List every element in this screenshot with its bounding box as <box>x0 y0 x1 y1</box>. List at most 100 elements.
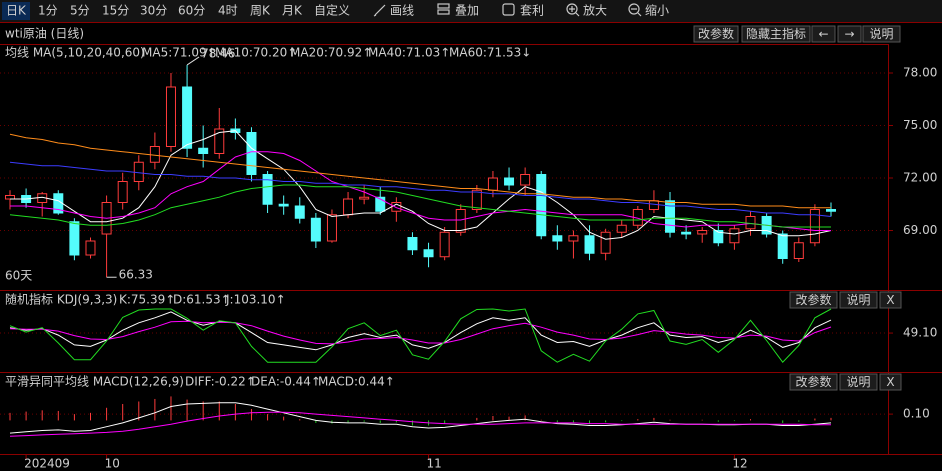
candle-body <box>262 174 273 205</box>
candle-body <box>665 200 676 233</box>
y-tick-label: 69.00 <box>903 223 937 237</box>
button-label[interactable]: X <box>886 293 894 307</box>
candle-body <box>375 196 386 212</box>
zoom-in-icon <box>566 3 578 15</box>
toolbar-item[interactable]: 4时 <box>218 4 238 18</box>
toolbar-item[interactable]: 60分 <box>178 4 205 18</box>
button-label[interactable]: 说明 <box>846 374 870 389</box>
y-tick-label: 72.00 <box>903 171 937 185</box>
button-label[interactable]: 说明 <box>869 26 893 41</box>
button[interactable] <box>839 373 878 391</box>
toolbar-item[interactable]: 15分 <box>102 4 129 18</box>
candle-body <box>214 128 225 154</box>
y-tick-label: 75.00 <box>903 118 937 132</box>
button-label[interactable]: 改参数 <box>698 26 734 41</box>
candle-body <box>165 86 176 147</box>
zoom-in-icon <box>569 6 580 17</box>
candle-body <box>343 198 354 216</box>
panel-title: wti原油 (日线) <box>5 27 84 41</box>
toolbar-item[interactable]: 周K <box>250 4 271 18</box>
candle-body <box>729 228 740 244</box>
ma-line <box>9 133 831 209</box>
button[interactable] <box>862 25 901 43</box>
toolbar-item[interactable]: 自定义 <box>314 3 350 18</box>
candle-body <box>5 195 15 200</box>
panel-title: 平滑异同平均线 MACD(12,26,9) <box>5 375 184 389</box>
candle-body <box>117 181 128 203</box>
candle-body <box>536 174 547 237</box>
button-label[interactable]: 改参数 <box>795 292 831 307</box>
y-tick-label: 49.10 <box>903 326 937 340</box>
candle-body <box>310 217 321 242</box>
candle-body <box>326 214 337 242</box>
button[interactable] <box>789 373 838 391</box>
button[interactable] <box>693 25 739 43</box>
toolbar-item[interactable]: 叠加 <box>455 4 479 18</box>
candle-body <box>504 177 515 186</box>
indicator-line <box>9 411 831 437</box>
button-label[interactable]: ← <box>818 27 828 41</box>
draw-icon <box>373 4 386 17</box>
x-tick-label: 12 <box>732 457 747 471</box>
candle-body <box>616 224 627 233</box>
candle-body <box>487 177 498 191</box>
candle-body <box>584 235 595 254</box>
button[interactable] <box>839 291 878 309</box>
candle-body <box>697 230 708 235</box>
legend-entry: DEA:-0.44↑ <box>251 375 321 389</box>
panel-title: 随机指标 KDJ(9,3,3) <box>5 292 117 307</box>
toolbar-item[interactable]: 30分 <box>140 4 167 18</box>
button-label[interactable]: X <box>886 375 894 389</box>
candle-body <box>600 231 611 254</box>
button[interactable] <box>837 25 862 43</box>
candle-body <box>826 209 836 212</box>
candle-body <box>294 205 305 219</box>
high-leader <box>186 56 200 66</box>
legend-entry: J:103.10↑ <box>225 293 286 307</box>
zoom-out-icon <box>628 3 640 15</box>
toolbar-item[interactable]: 套利 <box>520 4 544 18</box>
button[interactable] <box>811 25 836 43</box>
button[interactable] <box>789 291 838 309</box>
candle-body <box>69 221 80 256</box>
toolbar-item[interactable]: 画线 <box>390 4 414 18</box>
candle-body <box>745 216 756 230</box>
zoom-out-icon <box>631 8 642 17</box>
button[interactable] <box>879 373 902 391</box>
button-label[interactable]: 说明 <box>846 292 870 307</box>
ma-line <box>9 184 831 228</box>
toolbar-item[interactable]: 月K <box>282 4 303 18</box>
toolbar-item[interactable]: 放大 <box>583 3 607 18</box>
toolbar-bg <box>0 0 942 22</box>
button-label[interactable]: → <box>844 27 854 41</box>
high-label: 78.46 <box>201 46 235 60</box>
indicator-line <box>9 311 832 351</box>
toolbar-item[interactable]: 5分 <box>70 4 90 18</box>
candle-body <box>568 235 579 242</box>
candle-body <box>198 147 209 154</box>
toolbar-active-bg <box>2 2 30 20</box>
button[interactable] <box>741 25 811 43</box>
y-tick-label: 0.10 <box>903 407 930 421</box>
candle-body <box>278 203 289 207</box>
candle-body <box>407 237 418 251</box>
legend-entry: DIFF:-0.22↑ <box>185 375 256 389</box>
indicator-line <box>9 308 832 363</box>
candle-body <box>423 249 434 258</box>
toolbar-item[interactable]: 缩小 <box>645 3 669 18</box>
button-label[interactable]: 隐藏主指标 <box>746 26 806 41</box>
x-tick-label: 11 <box>427 457 442 471</box>
ma-line <box>9 161 832 217</box>
button[interactable] <box>879 291 902 309</box>
button-label[interactable]: 改参数 <box>795 374 831 389</box>
legend-entry: MA10:70.20↑ <box>215 46 297 60</box>
candle-body <box>439 231 450 258</box>
toolbar-item[interactable]: 1分 <box>38 4 58 18</box>
candle-body <box>713 230 724 244</box>
toolbar-item[interactable]: 日K <box>6 4 27 18</box>
legend-entry: MA5:71.09↑ <box>142 46 217 60</box>
legend-entry: MA40:71.03↑ <box>368 46 450 60</box>
candle-body <box>777 233 788 259</box>
